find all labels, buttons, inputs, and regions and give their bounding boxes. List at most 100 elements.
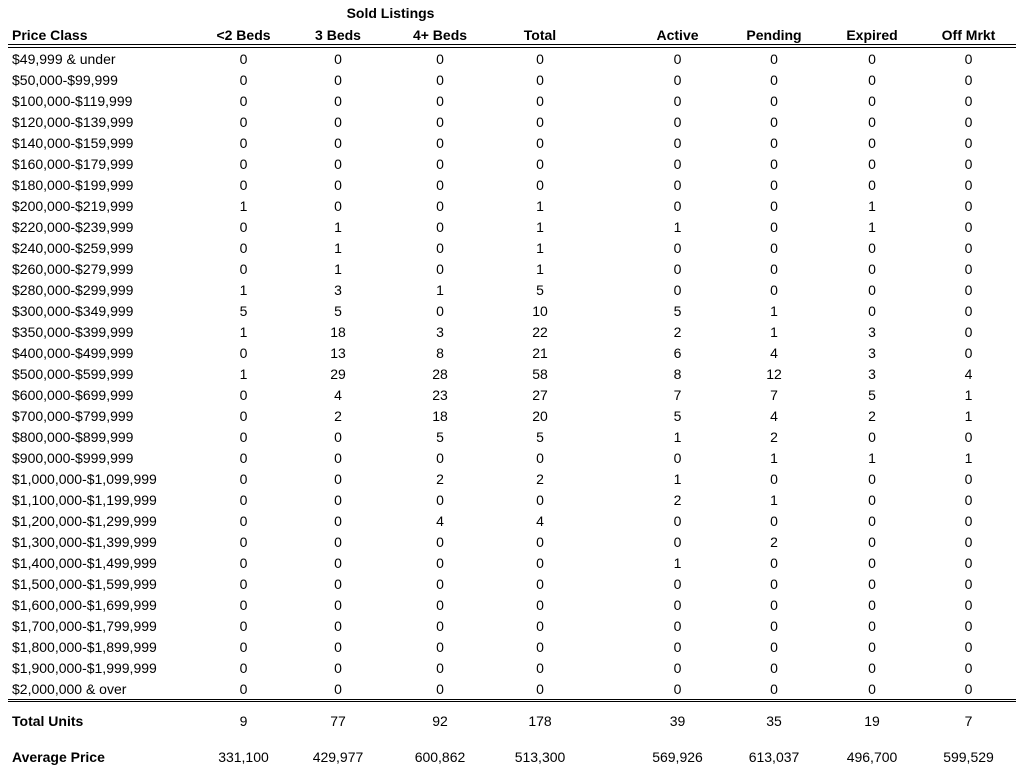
value-cell: 0 [868,512,876,529]
value-cell: 0 [436,659,444,676]
column-gap [585,46,630,69]
average-price-row: Average Price 331,100 429,977 600,862 51… [8,740,1016,774]
value-cell: 0 [334,596,342,613]
value-cell: 0 [868,50,876,67]
table-row: $900,000-$999,999 0 0 0 0 0 1 1 1 [8,447,1016,468]
table-row: $140,000-$159,999 0 0 0 0 0 0 0 0 [8,132,1016,153]
value-cell: 0 [964,92,973,109]
value-cell: 0 [536,92,544,109]
value-cell: 5 [868,386,876,403]
value-cell: 0 [334,134,342,151]
value-cell: 0 [964,302,973,319]
value-cell: 1 [436,281,444,298]
value-cell: 0 [536,71,544,88]
value-cell: 0 [673,239,682,256]
value-cell: 0 [868,155,876,172]
value-cell: 0 [239,239,248,256]
value-cell: 3 [868,365,876,382]
value-cell: 0 [770,50,778,67]
value-cell: 4 [770,344,778,361]
column-header-price-class: Price Class [8,26,196,48]
price-class-cell: $700,000-$799,999 [12,407,134,424]
price-class-cell: $280,000-$299,999 [12,281,134,298]
price-class-cell: $1,800,000-$1,899,999 [12,638,157,655]
average-price-pending: 613,037 [748,749,800,765]
price-class-cell: $1,300,000-$1,399,999 [12,533,157,550]
price-class-cell: $500,000-$599,999 [12,365,134,382]
value-cell: 0 [964,596,973,613]
value-cell: 2 [770,533,778,550]
value-cell: 0 [673,134,682,151]
value-cell: 1 [334,218,342,235]
value-cell: 0 [868,659,876,676]
value-cell: 0 [536,50,544,67]
value-cell: 27 [532,386,548,403]
value-cell: 0 [770,596,778,613]
column-header-total: Total [495,26,586,48]
value-cell: 0 [436,113,444,130]
value-cell: 7 [673,386,682,403]
value-cell: 0 [334,428,342,445]
table-row: $1,200,000-$1,299,999 0 0 4 4 0 0 0 0 [8,510,1016,531]
value-cell: 0 [334,638,342,655]
column-gap [585,426,630,447]
price-class-cell: $120,000-$139,999 [12,113,134,130]
value-cell: 0 [334,617,342,634]
table-row: $1,500,000-$1,599,999 0 0 0 0 0 0 0 0 [8,573,1016,594]
value-cell: 0 [964,134,973,151]
value-cell: 1 [868,449,876,466]
value-cell: 0 [725,678,824,702]
table-row: $260,000-$279,999 0 1 0 1 0 0 0 0 [8,258,1016,279]
value-cell: 0 [868,176,876,193]
value-cell: 0 [868,260,876,277]
table-row: $300,000-$349,999 5 5 0 10 5 1 0 0 [8,300,1016,321]
value-cell: 1 [868,197,876,214]
value-cell: 0 [964,71,973,88]
value-cell: 0 [385,678,495,702]
total-units-off-mrkt: 7 [964,713,973,729]
total-units-pending: 35 [766,713,782,729]
value-cell: 0 [770,113,778,130]
table-row: $1,000,000-$1,099,999 0 0 2 2 1 0 0 0 [8,468,1016,489]
value-cell: 0 [964,491,973,508]
value-cell: 0 [334,113,342,130]
value-cell: 1 [673,428,682,445]
table-row: $1,400,000-$1,499,999 0 0 0 0 1 0 0 0 [8,552,1016,573]
value-cell: 0 [436,533,444,550]
value-cell: 0 [436,218,444,235]
value-cell: 0 [770,218,778,235]
value-cell: 0 [868,575,876,592]
column-header-3-beds: 3 Beds [291,26,385,48]
value-cell: 1 [673,218,682,235]
value-cell: 0 [239,428,248,445]
column-gap [585,26,631,48]
price-class-cell: $160,000-$179,999 [12,155,134,172]
value-cell: 0 [334,575,342,592]
value-cell: 0 [921,678,1017,702]
value-cell: 0 [673,638,682,655]
value-cell: 0 [964,281,973,298]
column-header-4plus-beds: 4+ Beds [385,26,495,48]
value-cell: 0 [239,176,248,193]
value-cell: 22 [532,323,548,340]
column-gap [585,216,630,237]
column-gap [585,468,630,489]
price-class-cell: $240,000-$259,999 [12,239,134,256]
table-row: $2,000,000 & over 0 0 0 0 0 0 0 0 [8,678,1017,702]
value-cell: 0 [673,575,682,592]
value-cell: 0 [536,491,544,508]
column-header-expired: Expired [823,26,922,48]
value-cell: 0 [868,134,876,151]
value-cell: 0 [868,596,876,613]
value-cell: 0 [239,407,248,424]
value-cell: 0 [436,50,444,67]
value-cell: 0 [536,554,544,571]
total-units-lt2-beds: 9 [239,713,248,729]
value-cell: 0 [239,491,248,508]
value-cell: 5 [239,302,248,319]
price-class-cell: $400,000-$499,999 [12,344,134,361]
price-class-cell: $100,000-$119,999 [12,92,133,109]
total-units-label: Total Units [12,713,84,729]
value-cell: 2 [770,428,778,445]
value-cell: 20 [532,407,548,424]
